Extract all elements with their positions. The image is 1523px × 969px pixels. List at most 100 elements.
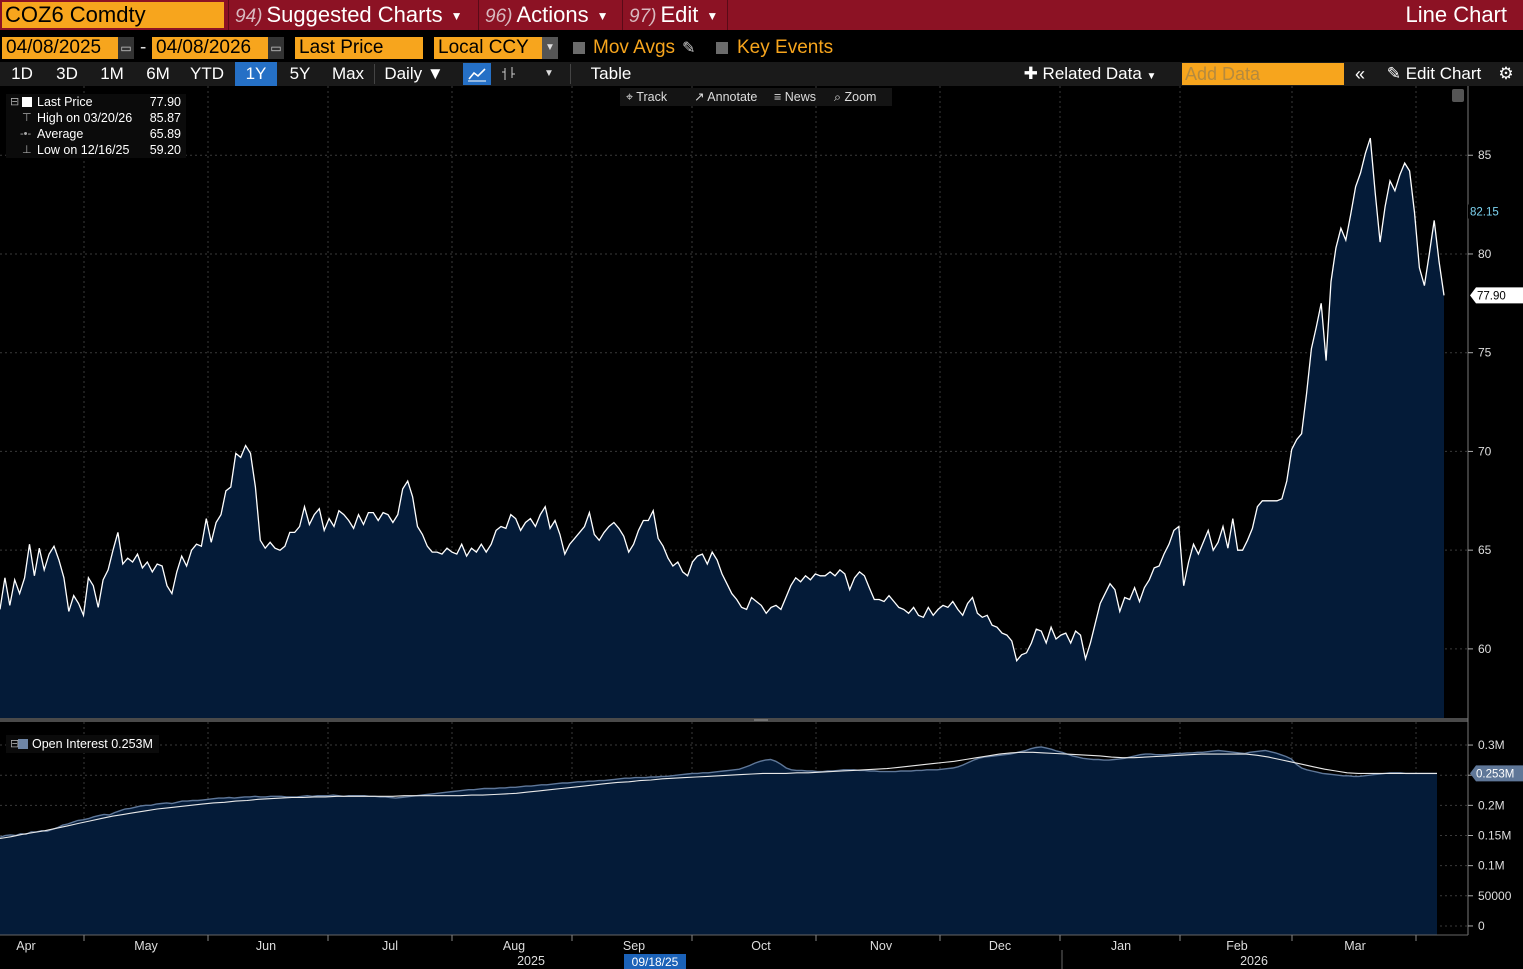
average-marker-icon: -•- [20, 128, 32, 140]
panel-divider [0, 718, 1468, 722]
period-6m[interactable]: 6M [146, 64, 170, 83]
period-3d[interactable]: 3D [56, 64, 78, 83]
start-date-input[interactable]: 04/08/2025 [2, 37, 118, 59]
price-legend: ⊟ Last Price 77.90 ⊤ High on 03/20/26 85… [6, 94, 186, 158]
mov-avgs-label: Mov Avgs [593, 37, 676, 58]
news-tool[interactable]: ≡ News [774, 88, 816, 106]
open-interest-label: Open Interest 0.253M [32, 737, 153, 751]
price-tag-high-bg [1468, 204, 1502, 219]
period-max[interactable]: Max [331, 64, 365, 83]
legend-value: 59.20 [149, 143, 181, 157]
price-tick-label: 80 [1478, 247, 1492, 261]
low-marker-icon: ⊥ [22, 144, 32, 156]
month-label: Jun [256, 939, 276, 953]
year-label: 2026 [1240, 954, 1268, 968]
menu-label: Edit [660, 2, 699, 27]
period-1m[interactable]: 1M [100, 64, 124, 83]
chart-area[interactable]: 85807570656082.1577.900.3M0.25M0.2M0.15M… [0, 86, 1523, 969]
caret-down-icon: ▼ [450, 9, 463, 24]
menu-label: Actions [516, 2, 589, 27]
series-swatch [18, 739, 28, 749]
end-date-input[interactable]: 04/08/2026 [152, 37, 268, 59]
chevron-down-icon[interactable]: ▼ [542, 37, 558, 59]
bar-chart-icon[interactable] [496, 63, 522, 85]
oi-tick-label: 0.15M [1478, 829, 1511, 843]
month-label: Mar [1344, 939, 1366, 953]
open-interest-panel [0, 746, 1437, 935]
collapse-box-icon[interactable]: ⊟ [10, 738, 20, 750]
legend-row-average: -•- Average 65.89 [6, 126, 186, 142]
chevron-down-icon[interactable]: ▼ [544, 68, 554, 79]
oi-tick-label: 0 [1478, 919, 1485, 933]
price-tick-label: 85 [1478, 148, 1492, 162]
annotate-tool[interactable]: ↗ Annotate [694, 88, 757, 106]
edit-chart-label: Edit Chart [1405, 64, 1482, 83]
edit-chart-button[interactable]: ✎ Edit Chart [1378, 62, 1490, 86]
menu-number: 94) [235, 6, 263, 27]
mov-avgs-checkbox[interactable] [573, 42, 585, 54]
calendar-icon[interactable]: ▭ [118, 37, 134, 59]
period-1d[interactable]: 1D [11, 64, 33, 83]
caret-down-icon: ▼ [426, 64, 444, 83]
month-label: Sep [623, 939, 645, 953]
divider [374, 64, 375, 84]
oi-tag: 0.253M [1476, 768, 1514, 780]
suggested-charts-menu[interactable]: 94) Suggested Charts ▼ [228, 0, 476, 30]
edit-menu[interactable]: 97) Edit ▼ [622, 0, 728, 30]
month-label: Aug [503, 939, 525, 953]
legend-row-low: ⊥ Low on 12/16/25 59.20 [6, 142, 186, 158]
month-label: Jan [1111, 939, 1131, 953]
month-label: Dec [989, 939, 1011, 953]
actions-menu[interactable]: 96) Actions ▼ [478, 0, 620, 30]
controls-bar: 04/08/2025 ▭ - 04/08/2026 ▭ Last Price L… [0, 36, 1523, 62]
divider [570, 64, 571, 84]
open-interest-line [0, 746, 1437, 838]
add-data-input[interactable]: Add Data [1182, 63, 1344, 85]
legend-value: 77.90 [149, 95, 181, 109]
title-bar: COZ6 Comdty 94) Suggested Charts ▼ 96) Acti… [0, 0, 1523, 30]
open-interest-legend: ⊟ Open Interest 0.253M [6, 735, 159, 753]
period-5y[interactable]: 5Y [289, 64, 311, 83]
related-data-label: Related Data [1042, 64, 1142, 83]
zoom-tool[interactable]: ⌕ Zoom [834, 88, 876, 106]
calendar-icon[interactable]: ▭ [268, 37, 284, 59]
collapse-box-icon[interactable]: ⊟ [10, 96, 20, 108]
oi-tick-label: 0.3M [1478, 738, 1505, 752]
currency-select[interactable]: Local CCY [434, 37, 542, 59]
related-data-menu[interactable]: ✚ Related Data ▼ [1016, 62, 1164, 86]
price-tick-label: 65 [1478, 543, 1492, 557]
track-label: Track [636, 90, 668, 104]
open-interest-average-line [0, 751, 1437, 840]
period-1y[interactable]: 1Y [235, 62, 277, 86]
gear-icon[interactable]: ⚙ [1498, 64, 1514, 83]
year-label: 2025 [517, 954, 545, 968]
line-chart-icon[interactable] [463, 63, 491, 85]
price-line [0, 137, 1445, 663]
pencil-icon: ✎ [1386, 64, 1401, 83]
table-button[interactable]: Table [590, 64, 632, 83]
zoom-label: Zoom [844, 90, 877, 104]
oi-tag-bg [1470, 765, 1523, 782]
price-tag-last-bg [1470, 287, 1523, 304]
pencil-icon[interactable]: ✎ [682, 40, 696, 57]
cursor-date: 09/18/25 [632, 955, 679, 969]
caret-down-icon: ▼ [1146, 71, 1157, 82]
key-events-checkbox[interactable] [716, 42, 728, 54]
news-icon: ≡ [774, 90, 782, 104]
month-label: Feb [1226, 939, 1248, 953]
legend-row-high: ⊤ High on 03/20/26 85.87 [6, 110, 186, 126]
price-area [0, 138, 1444, 719]
price-tag-last: 77.90 [1477, 290, 1506, 302]
field-select[interactable]: Last Price [295, 37, 423, 59]
crosshair-icon: ⌖ [626, 90, 634, 104]
chart-tools: ⌖ Track ↗ Annotate ≡ News ⌕ Zoom [620, 88, 892, 106]
key-events-label: Key Events [737, 37, 834, 58]
collapse-icon[interactable]: « [1354, 64, 1365, 84]
ticker-field[interactable]: COZ6 Comdty [2, 2, 224, 28]
period-ytd[interactable]: YTD [190, 64, 224, 83]
annotate-icon: ↗ [694, 90, 705, 104]
frequency-select[interactable]: Daily ▼ [378, 62, 450, 86]
high-marker-icon: ⊤ [22, 112, 32, 124]
oi-tick-label: 0.2M [1478, 798, 1505, 812]
track-tool[interactable]: ⌖ Track [626, 88, 667, 106]
